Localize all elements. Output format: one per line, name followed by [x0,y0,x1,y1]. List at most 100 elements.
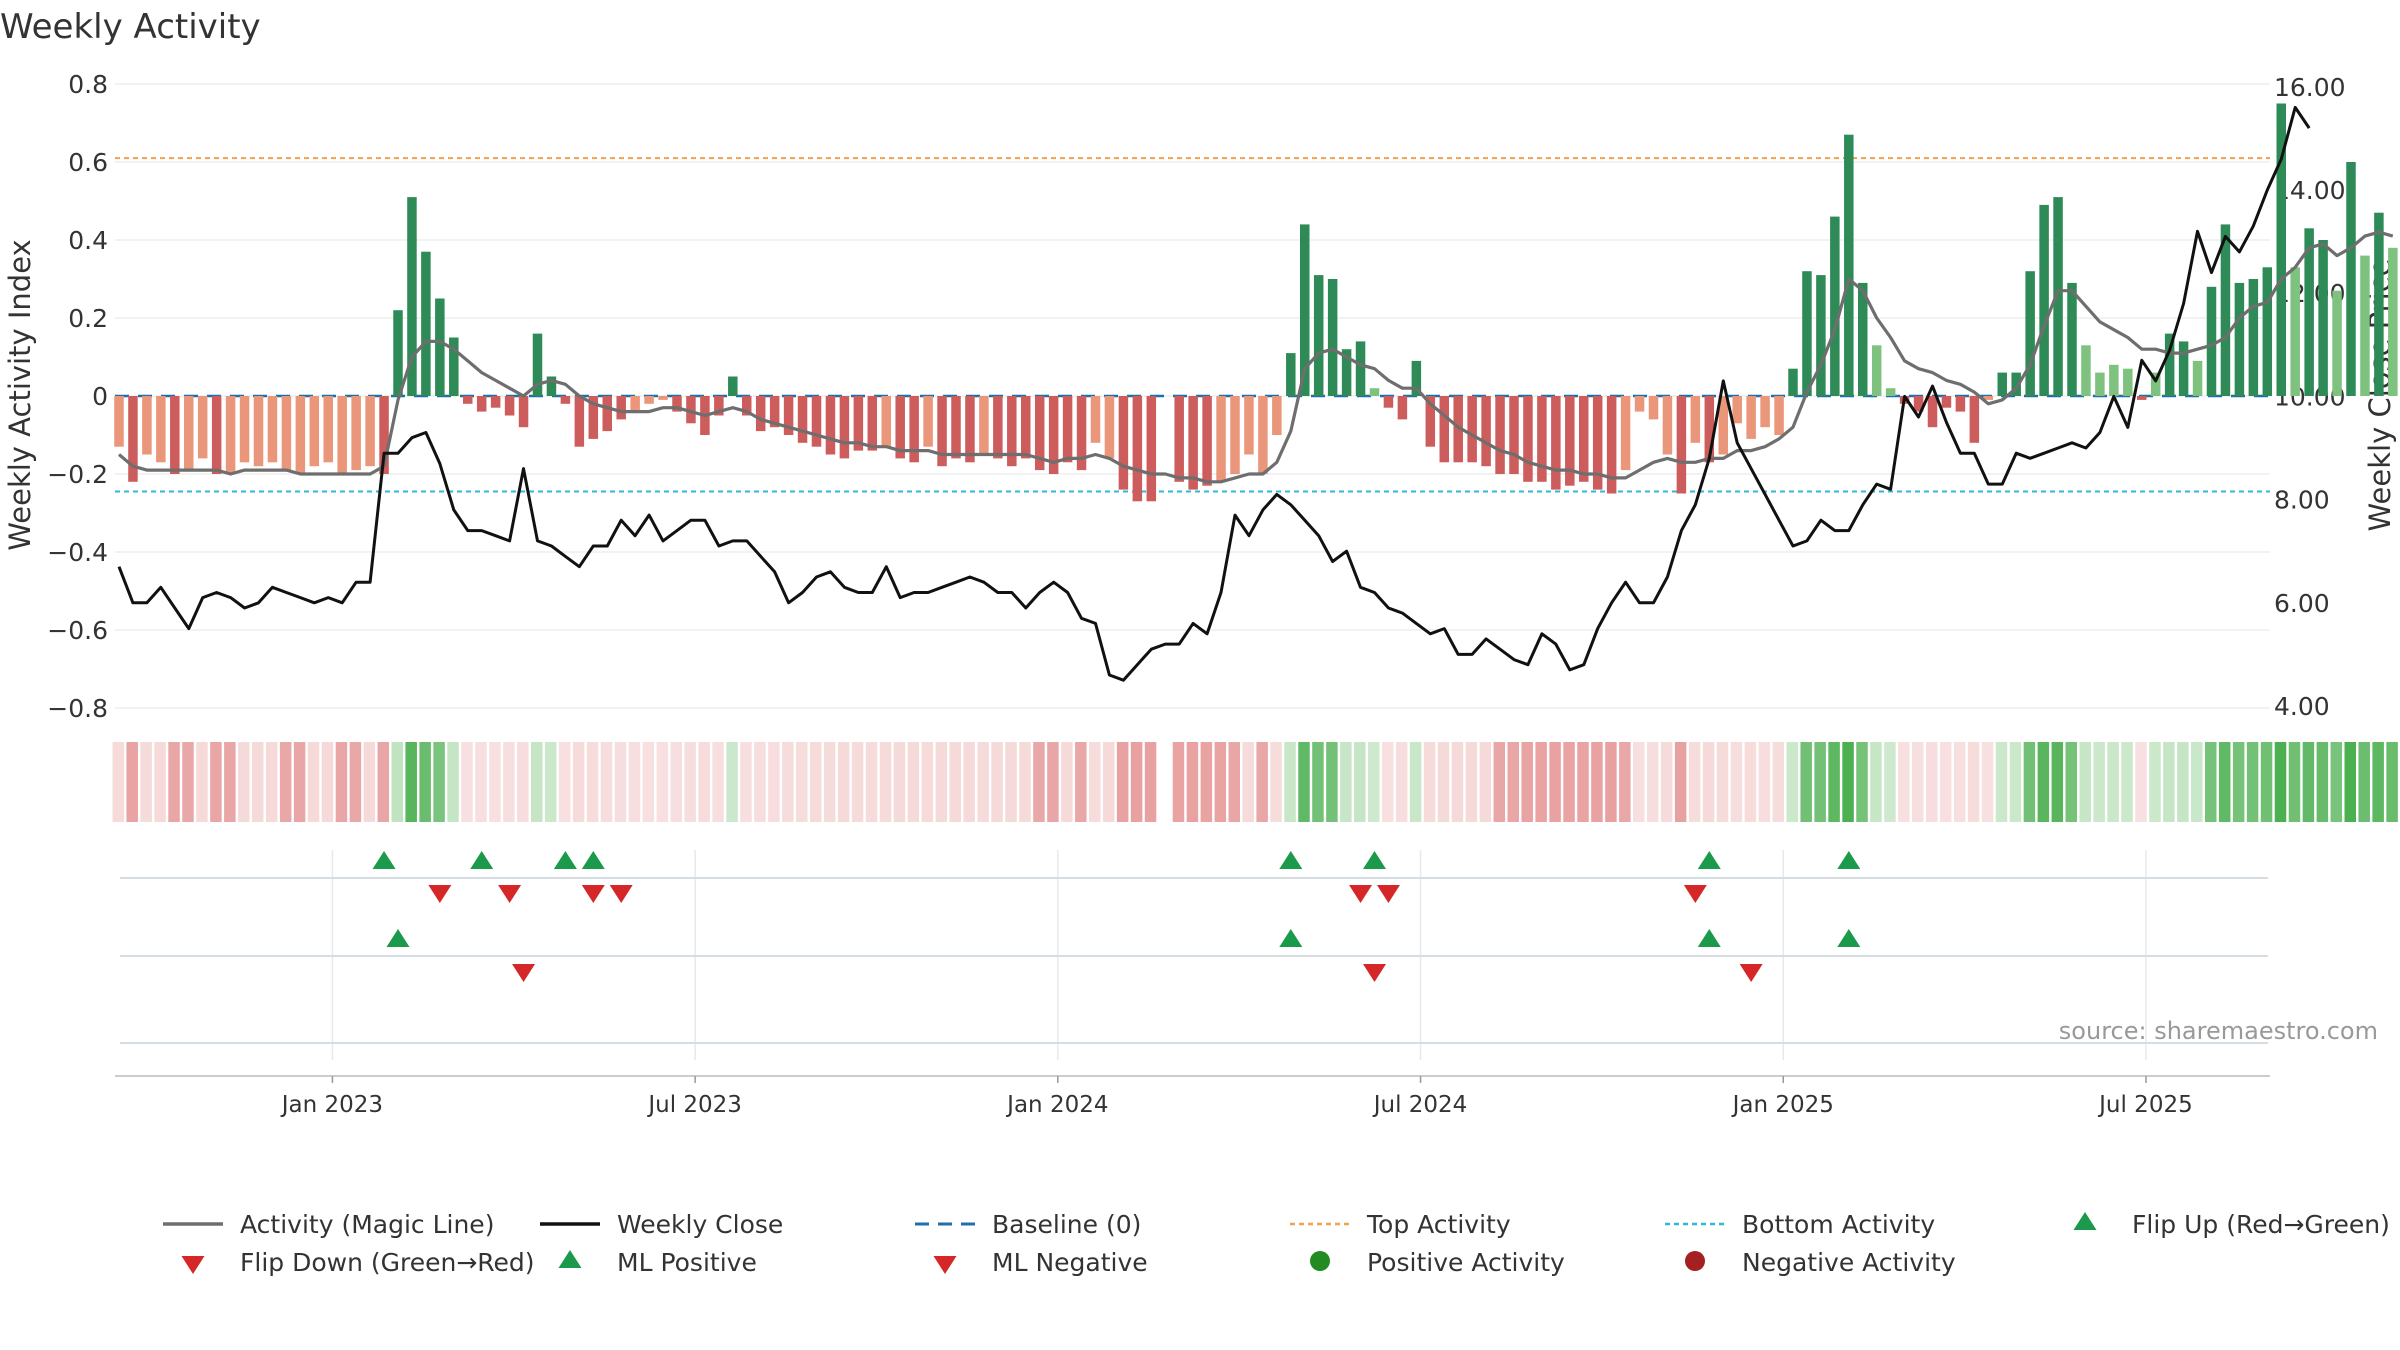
heat-cell [1465,742,1478,822]
heat-cell [1786,742,1798,822]
heat-cell [1019,742,1031,822]
activity-bar [2011,372,2021,396]
heat-cell [600,742,613,822]
heat-cell [2218,742,2231,822]
activity-bar [602,396,612,432]
flip-down-marker [498,885,522,903]
heat-cell [182,742,194,822]
heat-cell [1647,742,1659,822]
heat-cell [2260,742,2273,822]
heat-cell [1451,742,1464,822]
heat-cell [2191,742,2203,822]
heat-cell [1116,742,1129,822]
activity-bar [2318,240,2328,396]
activity-bar [1565,396,1575,486]
flip-down-marker [581,885,605,903]
heat-cell [1381,742,1394,822]
legend-label: Negative Activity [1742,1248,1956,1277]
heat-cell [921,742,934,822]
activity-bar [881,396,891,447]
heat-cell [698,742,710,822]
heat-cell [126,742,138,822]
heat-cell [419,742,431,822]
flip-down-marker [1683,885,1707,903]
legend-swatch [558,1250,582,1268]
heat-cell [1842,742,1854,822]
heat-cell [2386,742,2398,822]
heat-cell [865,742,878,822]
heat-cell [2372,742,2384,822]
activity-bar [170,396,180,474]
activity-bar [658,396,668,400]
heat-cell [1228,742,1240,822]
activity-bar [1997,372,2007,396]
activity-bar [1662,396,1673,455]
heat-cell [740,742,752,822]
x-tick-label: Jan 2025 [1731,1092,1834,1118]
activity-bar [2360,255,2370,396]
legend-swatch [933,1256,957,1274]
activity-bar [1523,396,1533,482]
activity-bar [937,396,947,467]
heat-cell [307,742,320,822]
heat-cell [656,742,669,822]
heat-cell [1591,742,1603,822]
flip-down-marker [609,885,633,903]
heat-cell [238,742,250,822]
activity-bar [1760,396,1770,428]
activity-bar [1704,396,1715,463]
heat-cell [977,742,989,822]
heat-cell [1619,742,1631,822]
weekly-close-line [117,105,2311,682]
activity-bar [1383,396,1394,408]
heat-cell [2149,742,2161,822]
activity-bar [1592,396,1603,490]
flip-up-marker [470,851,494,869]
heat-cell [1437,742,1450,822]
activity-bar [1913,396,1924,412]
activity-bar [797,396,808,443]
activity-bar [281,396,292,471]
y-axis-label: Weekly Activity Index [3,239,37,550]
ml-negative-marker [1363,964,1386,982]
heat-cell [2232,742,2245,822]
activity-bar [142,396,152,455]
y-tick-label: 0.8 [68,70,108,99]
heat-cell [1130,742,1143,822]
legend-label: Top Activity [1366,1210,1511,1239]
heat-cell [196,742,208,822]
heat-cell [1688,742,1701,822]
activity-bar [574,396,585,447]
activity-bar [2109,364,2119,396]
heat-cell [1326,742,1338,822]
heat-cell [2302,742,2315,822]
legend: Activity (Magic Line) Weekly Close Baselin… [163,1210,2390,1277]
heat-cell [1828,742,1840,822]
heat-cell [1549,742,1561,822]
heat-cell [1521,742,1533,822]
activity-bar [1104,396,1115,459]
heat-cell [154,742,166,822]
activity-bar [769,396,780,428]
activity-bar [309,396,320,467]
flip-up-marker [581,851,605,869]
heat-cell [1298,742,1310,822]
heat-cell [279,742,292,822]
activity-bar [1286,353,1296,396]
activity-bar [1007,396,1017,467]
legend-swatch [1310,1251,1330,1271]
activity-bar [449,337,459,396]
heat-cell [1939,742,1952,822]
flip-up-marker [553,851,577,869]
activity-bar [1969,396,1980,443]
activity-bar [2290,267,2300,396]
activity-bar [1300,224,1310,396]
legend-label: Weekly Close [617,1210,783,1239]
heat-cell [2135,742,2147,822]
activity-bar [1369,388,1380,396]
activity-bar [1132,396,1143,502]
heat-cell [2079,742,2091,822]
heat-cell [1284,742,1296,822]
activity-bar [490,396,501,408]
